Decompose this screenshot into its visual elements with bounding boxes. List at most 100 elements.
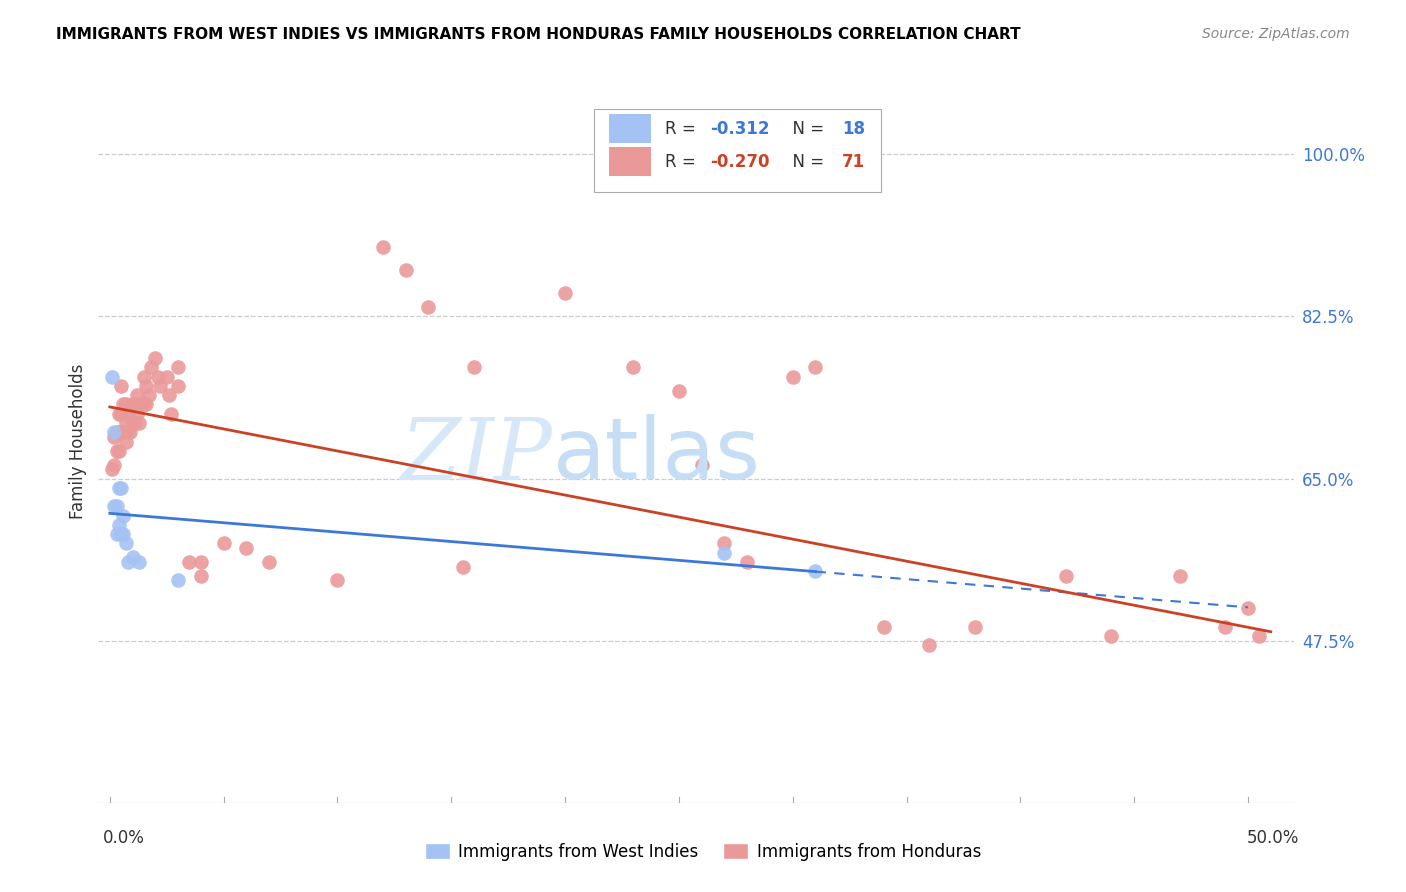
Point [804, 360, 827, 375]
Point [112, 425, 135, 440]
Point [212, 536, 235, 550]
Text: 18: 18 [842, 120, 865, 137]
Point [1168, 569, 1191, 583]
Point [621, 360, 644, 375]
Point [108, 517, 131, 532]
Point [110, 425, 132, 440]
Point [121, 416, 143, 430]
Point [103, 430, 125, 444]
Point [371, 240, 394, 254]
Point [108, 443, 131, 458]
Point [117, 425, 139, 440]
Point [156, 369, 179, 384]
Point [108, 407, 131, 421]
Point [124, 416, 146, 430]
Point [135, 397, 157, 411]
Point [179, 555, 201, 569]
Point [120, 425, 142, 440]
Point [1237, 601, 1260, 615]
Point [127, 388, 149, 402]
Legend: Immigrants from West Indies, Immigrants from Honduras: Immigrants from West Indies, Immigrants … [418, 837, 988, 868]
Point [160, 407, 183, 421]
Point [554, 286, 576, 301]
Text: Source: ZipAtlas.com: Source: ZipAtlas.com [1202, 27, 1350, 41]
Point [114, 397, 136, 411]
Point [963, 620, 986, 634]
Point [105, 443, 128, 458]
Point [103, 458, 125, 472]
Point [1249, 629, 1271, 643]
Point [1213, 620, 1236, 634]
Point [105, 500, 128, 514]
Point [117, 555, 139, 569]
Point [110, 481, 132, 495]
Text: R =: R = [665, 120, 702, 137]
Point [114, 416, 136, 430]
Point [112, 527, 135, 541]
Point [668, 384, 690, 398]
Point [112, 508, 135, 523]
Point [114, 536, 136, 550]
Point [149, 379, 172, 393]
Point [146, 369, 169, 384]
Text: N =: N = [782, 120, 830, 137]
Point [782, 369, 804, 384]
Point [101, 462, 124, 476]
Point [103, 425, 125, 440]
Point [167, 360, 190, 375]
Point [139, 360, 162, 375]
FancyBboxPatch shape [609, 147, 651, 177]
Point [121, 550, 143, 565]
Point [190, 569, 212, 583]
Y-axis label: Family Households: Family Households [69, 364, 87, 519]
Point [395, 263, 418, 277]
Point [135, 379, 157, 393]
Point [108, 481, 131, 495]
Text: -0.312: -0.312 [710, 120, 770, 137]
Point [418, 300, 440, 314]
Text: ZIP: ZIP [401, 415, 553, 498]
Point [105, 425, 128, 440]
FancyBboxPatch shape [595, 109, 882, 193]
Point [132, 369, 155, 384]
Point [110, 527, 132, 541]
Point [108, 425, 131, 440]
Point [128, 416, 150, 430]
Text: R =: R = [665, 153, 702, 171]
Point [735, 555, 758, 569]
Point [157, 388, 180, 402]
Point [121, 397, 143, 411]
Point [257, 555, 280, 569]
Text: atlas: atlas [553, 415, 761, 498]
Point [463, 360, 485, 375]
Point [1054, 569, 1077, 583]
Point [105, 527, 128, 541]
Point [110, 407, 132, 421]
Point [131, 397, 153, 411]
Point [101, 369, 124, 384]
Point [190, 555, 212, 569]
Text: IMMIGRANTS FROM WEST INDIES VS IMMIGRANTS FROM HONDURAS FAMILY HOUSEHOLDS CORREL: IMMIGRANTS FROM WEST INDIES VS IMMIGRANT… [56, 27, 1021, 42]
Point [167, 379, 190, 393]
Text: 71: 71 [842, 153, 865, 171]
Point [713, 536, 735, 550]
Point [127, 407, 149, 421]
Point [804, 564, 827, 578]
Point [103, 500, 125, 514]
FancyBboxPatch shape [609, 114, 651, 143]
Text: N =: N = [782, 153, 830, 171]
Point [713, 546, 735, 560]
Point [128, 555, 150, 569]
Point [124, 397, 146, 411]
Point [143, 351, 166, 366]
Point [690, 458, 713, 472]
Point [873, 620, 896, 634]
Point [235, 541, 257, 555]
Point [112, 397, 135, 411]
Point [138, 388, 160, 402]
Point [326, 574, 349, 588]
Point [918, 638, 941, 652]
Point [132, 397, 155, 411]
Point [167, 574, 190, 588]
Point [1099, 629, 1122, 643]
